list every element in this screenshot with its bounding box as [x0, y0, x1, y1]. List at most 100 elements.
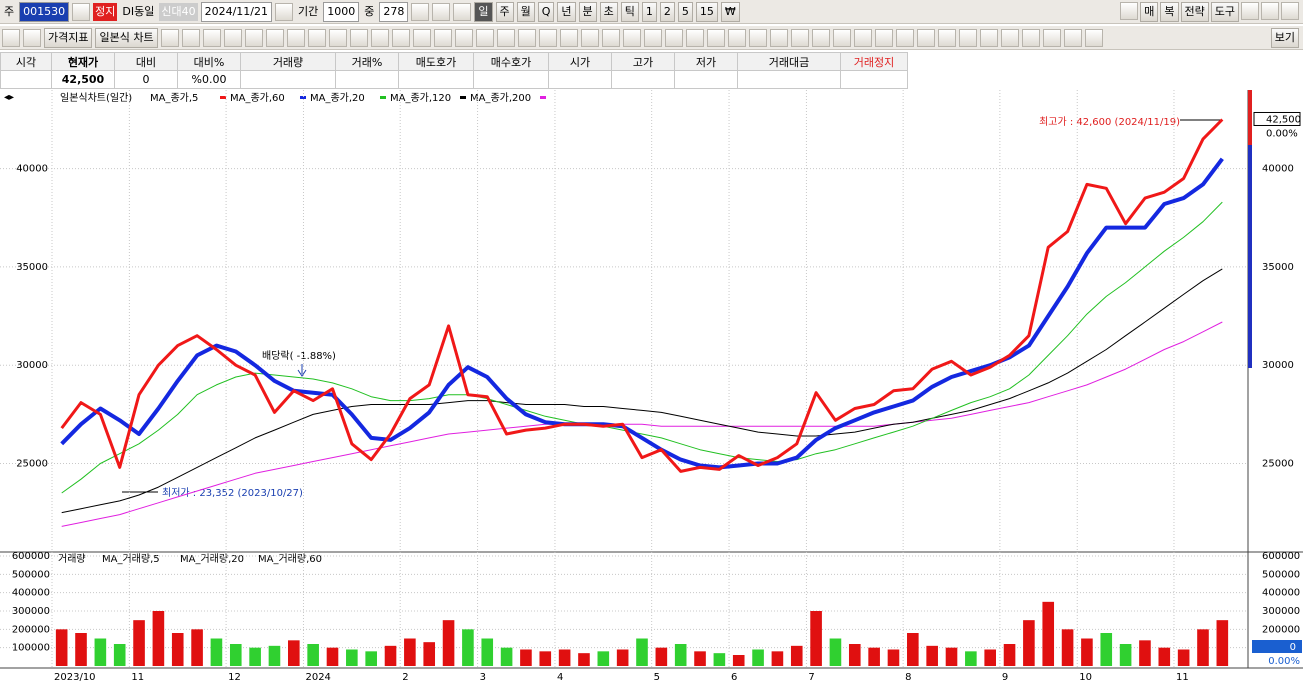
drawing-tool[interactable]	[664, 28, 683, 47]
drawing-tool[interactable]	[916, 28, 935, 47]
drawing-tool[interactable]	[370, 28, 389, 47]
toolbar-field[interactable]: 278	[379, 1, 409, 22]
drawing-tool[interactable]	[454, 28, 473, 47]
toolbar-field[interactable]: 1000	[323, 1, 360, 22]
toolbar-button[interactable]: 도구	[1210, 1, 1239, 22]
nav-button[interactable]	[432, 2, 451, 21]
period-button[interactable]: 1	[641, 1, 657, 22]
toolbar-button[interactable]: 보기	[1270, 27, 1299, 48]
period-button[interactable]: 일	[474, 1, 493, 22]
toolbar-field[interactable]: 주	[4, 4, 15, 18]
drawing-tool[interactable]	[538, 28, 557, 47]
legend-entry: MA_종가,200	[470, 92, 531, 104]
drawing-tool[interactable]	[1063, 28, 1082, 47]
toolbar-button[interactable]: 가격지표	[44, 27, 93, 48]
drawing-tool[interactable]	[643, 28, 662, 47]
period-button[interactable]: 분	[578, 1, 597, 22]
drawing-tool[interactable]	[685, 28, 704, 47]
drawing-tool[interactable]	[517, 28, 536, 47]
period-button[interactable]: 5	[677, 1, 693, 22]
toolbar-button[interactable]: 복	[1160, 1, 1179, 22]
toolbar-button[interactable]: 일본식 차트	[95, 27, 158, 48]
period-button[interactable]: ₩	[720, 1, 740, 22]
drawing-tool[interactable]	[601, 28, 620, 47]
drawing-tool[interactable]	[1021, 28, 1040, 47]
toolbar-field[interactable]: 2024/11/21	[200, 1, 272, 22]
volume-bar	[1158, 647, 1171, 666]
tool-icon[interactable]	[1281, 1, 1299, 20]
drawing-tool[interactable]	[811, 28, 830, 47]
drawing-tool[interactable]	[853, 28, 872, 47]
drawing-tool[interactable]	[286, 28, 305, 47]
toolbar-field[interactable]: 001530	[19, 1, 70, 22]
drawing-tool[interactable]	[496, 28, 515, 47]
drawing-tool[interactable]	[328, 28, 347, 47]
drawing-tool[interactable]	[706, 28, 725, 47]
drawing-tool[interactable]	[223, 28, 242, 47]
dropdown-button[interactable]	[275, 2, 293, 21]
nav-button[interactable]	[411, 2, 430, 21]
drawing-tool[interactable]	[202, 28, 221, 47]
toolbar-field[interactable]: 신대40	[159, 2, 198, 21]
volume-bar	[113, 644, 126, 666]
nav-button[interactable]	[453, 2, 472, 21]
y-tick-label: 25000	[16, 459, 48, 470]
drawing-tool[interactable]	[391, 28, 410, 47]
drawing-tool[interactable]	[979, 28, 998, 47]
dropdown-button[interactable]	[160, 28, 179, 47]
period-button[interactable]: 2	[659, 1, 675, 22]
cloud-button[interactable]	[1120, 1, 1139, 20]
drawing-tool[interactable]	[727, 28, 746, 47]
tool-icon[interactable]	[2, 28, 20, 47]
last-volume-box	[1252, 640, 1302, 653]
tool-icon[interactable]	[23, 28, 41, 47]
drawing-tool[interactable]	[622, 28, 641, 47]
drawing-tool[interactable]	[832, 28, 851, 47]
drawing-tool[interactable]	[475, 28, 494, 47]
drawing-tool[interactable]	[244, 28, 263, 47]
period-button[interactable]: 틱	[620, 1, 639, 22]
drawing-tool[interactable]	[265, 28, 284, 47]
toolbar-field[interactable]: DI동일	[122, 4, 155, 18]
drawing-tool[interactable]	[433, 28, 452, 47]
period-button[interactable]: 초	[599, 1, 618, 22]
scroll-arrows[interactable]: ◂▸	[4, 92, 14, 103]
period-button[interactable]: 주	[495, 1, 514, 22]
tool-icon[interactable]	[1261, 1, 1279, 20]
toolbar-field[interactable]: 중	[364, 4, 375, 18]
drawing-tool[interactable]	[1042, 28, 1061, 47]
volume-bar	[694, 651, 706, 666]
toolbar-button[interactable]: 전략	[1180, 1, 1209, 22]
x-tick-label: 12	[228, 672, 241, 683]
y-tick-label-right: 35000	[1262, 262, 1294, 273]
drawing-tool[interactable]	[895, 28, 914, 47]
tool-icon[interactable]	[1241, 1, 1259, 20]
table-cell	[240, 70, 336, 89]
dropdown-button[interactable]	[72, 2, 91, 21]
drawing-tool[interactable]	[958, 28, 977, 47]
drawing-tool[interactable]	[412, 28, 431, 47]
drawing-tool[interactable]	[349, 28, 368, 47]
toolbar-field[interactable]: 정지	[93, 2, 118, 21]
drawing-tool[interactable]	[307, 28, 326, 47]
drawing-tool[interactable]	[1000, 28, 1019, 47]
toolbar-field[interactable]: 기간	[298, 4, 319, 18]
table-cell: %0.00	[177, 70, 241, 89]
table-header: 거래대금	[737, 52, 841, 71]
drawing-tool[interactable]	[937, 28, 956, 47]
drawing-tool[interactable]	[790, 28, 809, 47]
period-button[interactable]: 15	[695, 1, 718, 22]
drawing-tool[interactable]	[769, 28, 788, 47]
drawing-tool[interactable]	[1084, 28, 1103, 47]
toolbar-button[interactable]: 매	[1140, 1, 1159, 22]
period-button[interactable]: 월	[516, 1, 535, 22]
drawing-tool[interactable]	[559, 28, 578, 47]
period-button[interactable]: Q	[537, 1, 555, 22]
drawing-tool[interactable]	[181, 28, 200, 47]
x-tick-label: 6	[731, 672, 737, 683]
period-button[interactable]: 년	[557, 1, 576, 22]
drawing-tool[interactable]	[874, 28, 893, 47]
drawing-tool[interactable]	[580, 28, 599, 47]
drawing-tool[interactable]	[748, 28, 767, 47]
